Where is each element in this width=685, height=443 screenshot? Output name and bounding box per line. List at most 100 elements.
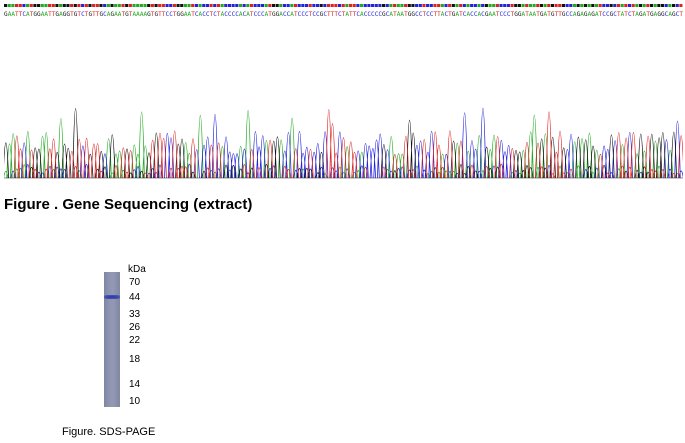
base-letter: C (463, 11, 467, 18)
base-quality-mark (4, 4, 8, 7)
base-quality-mark (462, 4, 466, 7)
base-quality-mark (99, 4, 103, 7)
base-quality-mark (418, 4, 422, 7)
base-letter: C (195, 11, 199, 18)
base-quality-mark (297, 4, 301, 7)
base-quality-mark (558, 4, 562, 7)
base-quality-mark (275, 4, 279, 7)
base-letter: G (540, 11, 544, 18)
base-quality-mark (279, 4, 283, 7)
base-letter: G (33, 11, 37, 18)
base-quality-mark (547, 4, 551, 7)
base-quality-mark (437, 4, 441, 7)
base-quality-mark (679, 4, 683, 7)
base-letter: T (331, 11, 335, 18)
base-letter: A (345, 11, 349, 18)
base-quality-mark (525, 4, 529, 7)
base-quality-mark (172, 4, 176, 7)
base-quality-mark (330, 4, 334, 7)
base-quality-mark (448, 4, 452, 7)
base-letter: C (287, 11, 291, 18)
base-letter: C (261, 11, 265, 18)
base-quality-mark (103, 4, 107, 7)
base-letter: T (70, 11, 74, 18)
base-letter: G (591, 11, 595, 18)
base-letter: A (44, 11, 48, 18)
trace-T-line (13, 109, 683, 179)
base-quality-mark (312, 4, 316, 7)
base-quality-mark (411, 4, 415, 7)
base-letter: T (15, 11, 19, 18)
base-letter: A (595, 11, 599, 18)
base-letter: C (232, 11, 236, 18)
base-quality-mark (165, 4, 169, 7)
base-letter: C (375, 11, 379, 18)
base-quality-mark (139, 4, 143, 7)
base-letter: T (334, 11, 338, 18)
base-quality-mark (649, 4, 654, 7)
base-letter: T (19, 11, 23, 18)
base-letter: A (400, 11, 404, 18)
base-quality-mark (488, 4, 492, 7)
base-letter: T (496, 11, 500, 18)
base-letter: A (360, 11, 364, 18)
base-quality-mark (444, 4, 448, 7)
base-quality-mark (400, 4, 404, 7)
base-quality-mark (345, 4, 349, 7)
base-letter: T (448, 11, 452, 18)
base-letter: G (155, 11, 159, 18)
base-letter: A (188, 11, 192, 18)
base-quality-mark (664, 4, 668, 7)
base-quality-mark (580, 4, 584, 7)
base-quality-mark (260, 4, 265, 7)
base-letter: C (474, 11, 478, 18)
base-letter: T (77, 11, 81, 18)
base-letter: A (107, 11, 111, 18)
base-quality-mark (576, 4, 580, 7)
base-quality-mark (378, 4, 382, 7)
base-quality-mark (605, 4, 610, 7)
base-letter: T (547, 11, 551, 18)
base-letter: C (665, 11, 669, 18)
base-quality-mark (363, 4, 367, 7)
base-quality-mark (440, 4, 444, 7)
base-quality-mark (315, 4, 320, 7)
base-letter: C (602, 11, 606, 18)
base-quality-mark (396, 4, 400, 7)
base-quality-mark (326, 4, 331, 7)
base-quality-mark (191, 4, 195, 7)
base-quality-mark (415, 4, 419, 7)
base-letter: C (613, 11, 617, 18)
base-letter: T (96, 11, 100, 18)
base-quality-mark (569, 4, 573, 7)
base-letter: T (459, 11, 463, 18)
base-letter: T (294, 11, 298, 18)
base-quality-mark (136, 4, 140, 7)
base-quality-mark (84, 4, 88, 7)
base-letter: G (650, 11, 654, 18)
base-letter: A (26, 11, 30, 18)
base-quality-mark (543, 4, 547, 7)
base-letter: T (617, 11, 621, 18)
base-letter: A (59, 11, 63, 18)
base-quality-mark (180, 4, 184, 7)
base-quality-mark (609, 4, 613, 7)
base-quality-mark (631, 4, 635, 7)
base-letter: C (169, 11, 173, 18)
base-letter: T (309, 11, 313, 18)
base-quality-mark (668, 4, 672, 7)
base-quality-mark (110, 4, 114, 7)
trace-G-line (4, 107, 677, 179)
marker-label: 33 (129, 309, 141, 320)
base-letter: A (455, 11, 459, 18)
base-quality-mark (220, 4, 224, 7)
base-letter: G (452, 11, 456, 18)
base-letter: C (430, 11, 434, 18)
base-letter: C (254, 11, 258, 18)
base-quality-mark (473, 4, 477, 7)
base-quality-mark (371, 4, 375, 7)
base-letter: T (30, 11, 34, 18)
base-letter: T (250, 11, 254, 18)
base-quality-mark (51, 4, 55, 7)
base-letter: T (632, 11, 636, 18)
